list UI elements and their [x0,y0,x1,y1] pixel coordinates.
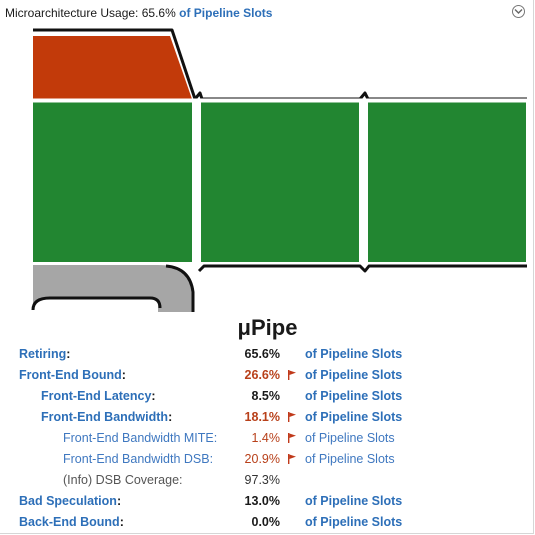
metric-name: Front-End Bound [19,368,122,382]
metric-colon: : [179,473,183,487]
metric-unit-link[interactable]: of Pipeline Slots [305,410,403,424]
metric-row: (Info) DSB Coverage: 97.3% [0,470,535,490]
bad-speculation-area [33,36,192,99]
header-unit-link[interactable]: of Pipeline Slots [179,6,273,20]
metric-colon: : [213,431,218,445]
back-end-bound-area [33,265,192,312]
metric-row: Retiring: 65.6% of Pipeline Slots [0,344,535,364]
metric-colon: : [119,515,124,529]
metric-value: 97.3% [244,473,280,487]
metric-row: Back-End Bound: 0.0% of Pipeline Slots [0,512,535,532]
flag-icon [288,433,296,443]
metric-unit-link[interactable]: of Pipeline Slots [305,452,395,466]
metric-unit-link[interactable]: of Pipeline Slots [305,431,395,445]
metric-name: (Info) DSB Coverage [63,473,180,487]
metric-name-link[interactable]: Retiring: [19,344,70,364]
metric-colon: : [116,494,122,508]
metric-row: Bad Speculation: 13.0% of Pipeline Slots [0,491,535,511]
metric-colon: : [168,410,173,424]
metric-colon: : [209,452,214,466]
metric-unit-link[interactable]: of Pipeline Slots [305,347,403,361]
metric-unit-link[interactable]: of Pipeline Slots [305,389,403,403]
metric-value: 20.9% [244,452,280,466]
metric-row: Front-End Latency: 8.5% of Pipeline Slots [0,386,535,406]
metric-row: Front-End Bandwidth MITE: 1.4% of Pipeline… [0,428,535,448]
header-label: Microarchitecture Usage: [5,6,139,20]
retiring-block-1 [33,102,192,262]
metric-value: 0.0% [251,515,281,529]
flag-icon [288,370,296,380]
metric-name-link[interactable]: Bad Speculation: [19,491,121,511]
metric-name: Front-End Bandwidth MITE [63,431,214,445]
metric-name: Retiring [19,347,67,361]
metric-name: Front-End Bandwidth DSB [63,452,210,466]
metric-name-link[interactable]: Front-End Bandwidth: [41,407,172,427]
metric-name-link[interactable]: Front-End Bandwidth DSB: [63,449,213,469]
metric-value: 18.1% [244,410,280,424]
flag-icon [288,412,296,422]
metric-colon: : [151,389,156,403]
metric-row: Front-End Bandwidth DSB: 20.9% of Pipeline… [0,449,535,469]
metric-name-link[interactable]: Front-End Latency: [41,386,156,406]
metric-value: 13.0% [244,494,280,508]
flag-icon [288,454,296,464]
metric-unit-link[interactable]: of Pipeline Slots [305,368,403,382]
upipe-title: μPipe [237,315,298,340]
metric-name-link[interactable]: Front-End Bound: [19,365,126,385]
retiring-block-2 [201,102,359,262]
panel-header: Microarchitecture Usage: 65.6% of Pipeli… [5,5,272,21]
header-value: 65.6% [141,6,176,20]
upipe-diagram [31,28,527,312]
metric-name-link: (Info) DSB Coverage: [63,470,183,490]
metric-colon: : [66,347,71,361]
metric-unit-link[interactable]: of Pipeline Slots [305,494,403,508]
metric-value: 8.5% [251,389,281,403]
collapse-chevron-icon[interactable] [512,5,525,18]
metric-value: 26.6% [244,368,280,382]
metric-value: 65.6% [244,347,280,361]
metric-name-link[interactable]: Back-End Bound: [19,512,124,532]
metric-colon: : [121,368,126,382]
metric-name: Front-End Bandwidth [41,410,169,424]
retiring-block-3 [368,102,526,262]
metric-unit-link[interactable]: of Pipeline Slots [305,515,403,529]
metric-name: Front-End Latency [41,389,152,403]
metric-name: Back-End Bound [19,515,120,529]
metric-row: Front-End Bound: 26.6% of Pipeline Slots [0,365,535,385]
metric-name-link[interactable]: Front-End Bandwidth MITE: [63,428,217,448]
metric-value: 1.4% [251,431,281,445]
metric-row: Front-End Bandwidth: 18.1% of Pipeline Slo… [0,407,535,427]
metric-name: Bad Speculation [19,494,117,508]
